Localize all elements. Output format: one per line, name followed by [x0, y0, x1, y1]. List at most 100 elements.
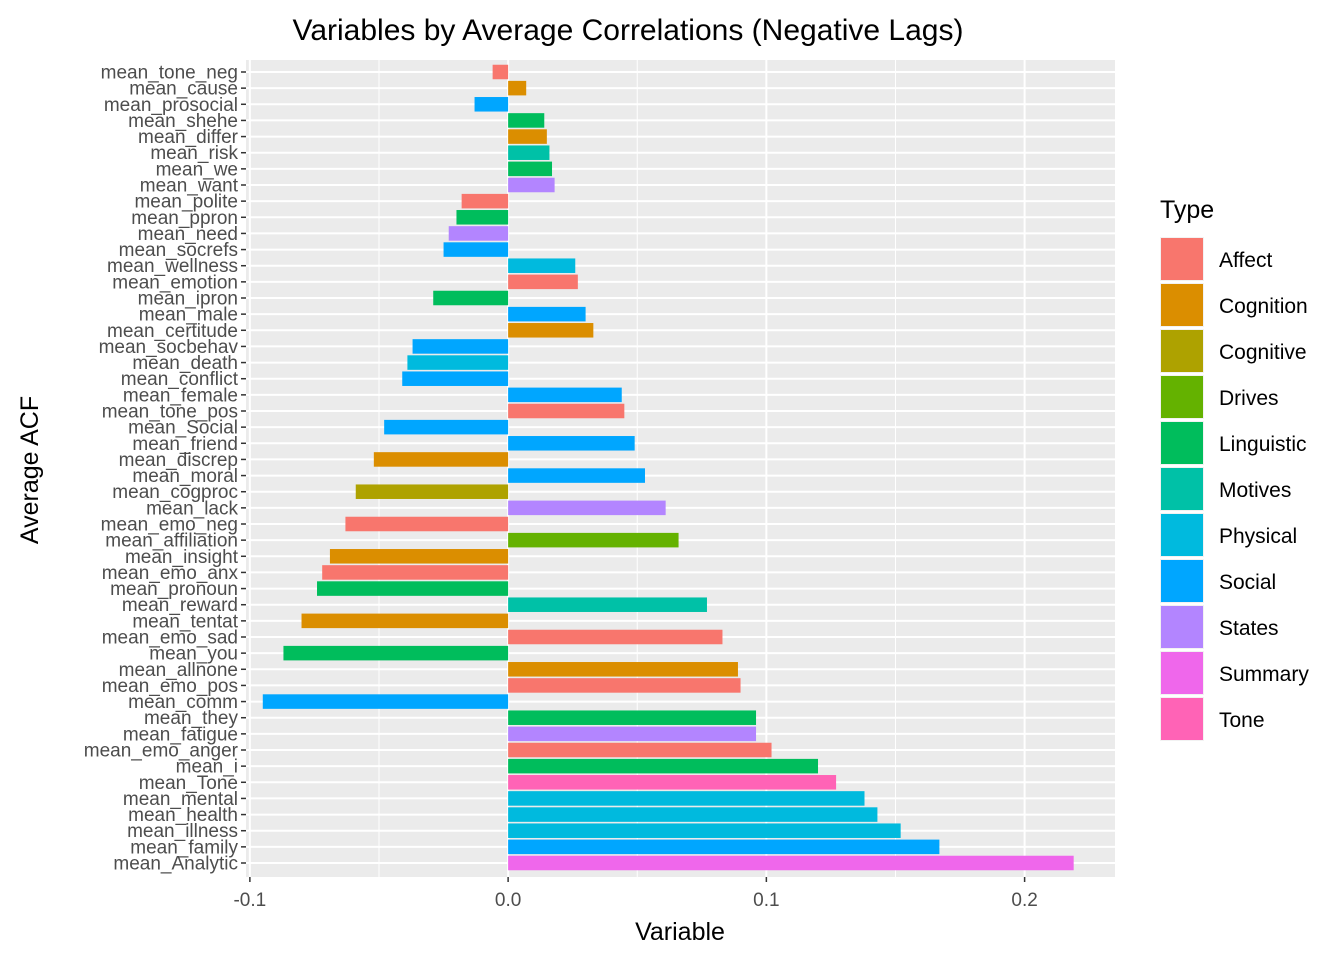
y-tick-label: mean_emotion — [112, 272, 238, 293]
bar-mean-female — [508, 387, 622, 403]
bar-mean-affiliation — [508, 532, 679, 548]
legend-items: Affect Cognition Cognitive Drives Linguistic… — [1160, 237, 1309, 741]
bar-mean-differ — [508, 129, 547, 144]
y-tick-label: mean_conflict — [121, 369, 239, 390]
legend-swatch-summary — [1161, 652, 1203, 694]
y-tick-label: mean_emo_neg — [101, 515, 238, 536]
bar-mean-they — [508, 710, 757, 725]
y-tick-label: mean_Analytic — [113, 854, 238, 875]
y-tick-label: mean_reward — [122, 595, 238, 616]
y-tick-label: mean_you — [149, 644, 238, 665]
y-tick-label: mean_Tone — [139, 773, 238, 794]
x-tick-labels: -0.1 0.0 0.1 0.2 — [233, 877, 1038, 911]
bar-mean-ppron — [456, 210, 509, 225]
bar-mean-moral — [508, 468, 645, 483]
y-tick-label: mean_want — [140, 176, 239, 197]
legend-swatch-affect — [1161, 238, 1203, 280]
y-tick-label: mean_emo_pos — [102, 676, 238, 697]
bar-mean-conflict — [402, 371, 509, 386]
legend-label-cognition: Cognition — [1219, 295, 1308, 318]
y-tick-label: mean_socbehav — [99, 337, 239, 358]
bar-mean-male — [508, 306, 586, 322]
bar-mean-tone-pos — [508, 403, 625, 419]
bar-mean-emo-anx — [322, 565, 509, 580]
y-tick-label: mean_moral — [132, 466, 238, 487]
y-tick-label: mean_certitude — [107, 321, 238, 342]
chart-title: Variables by Average Correlations (Negat… — [293, 14, 964, 47]
y-tick-label: mean_tone_pos — [102, 402, 238, 423]
legend-label-tone: Tone — [1219, 709, 1265, 732]
x-tick-label: -0.1 — [233, 890, 266, 911]
bar-mean-family — [508, 839, 940, 855]
bar-mean-you — [283, 645, 509, 661]
bar-mean-fatigue — [508, 726, 757, 742]
bar-mean-i — [508, 758, 819, 774]
y-tick-label: mean_emo_anger — [84, 741, 239, 762]
y-tick-label: mean_tone_neg — [101, 63, 238, 84]
legend-swatch-states — [1161, 606, 1203, 648]
legend-label-states: States — [1219, 617, 1279, 640]
bar-mean-ipron — [433, 290, 509, 306]
y-tick-label: mean_lack — [146, 498, 238, 519]
bar-mean-emo-pos — [508, 678, 741, 693]
legend-swatch-tone — [1161, 698, 1203, 740]
bar-mean-discrep — [373, 452, 509, 467]
x-tick-label: 0.1 — [753, 890, 779, 911]
bar-mean-socbehav — [412, 339, 509, 354]
legend-swatch-cognition — [1161, 284, 1203, 326]
bar-mean-tone — [508, 775, 837, 790]
y-tick-label: mean_illness — [127, 821, 238, 842]
bar-mean-certitude — [508, 323, 594, 338]
bar-mean-tone-neg — [492, 64, 509, 80]
legend-swatch-motives — [1161, 468, 1203, 510]
legend-label-physical: Physical — [1219, 525, 1297, 548]
y-tick-labels: mean_tone_negmean_causemean_prosocialmea… — [84, 63, 246, 875]
y-tick-label: mean_emo_sad — [102, 628, 238, 649]
y-tick-label: mean_insight — [125, 547, 239, 568]
legend-swatch-cognitive — [1161, 330, 1203, 372]
legend: Type Affect Cognition Cognitive Drives Lingu… — [1160, 196, 1309, 741]
y-tick-label: mean_differ — [138, 127, 239, 148]
y-tick-label: mean_prosocial — [104, 95, 238, 116]
y-tick-label: mean_cause — [129, 79, 238, 100]
y-tick-label: mean_family — [130, 837, 238, 858]
bar-mean-illness — [508, 823, 901, 838]
legend-label-drives: Drives — [1219, 387, 1279, 410]
legend-swatch-drives — [1161, 376, 1203, 418]
bar-mean-want — [508, 177, 555, 193]
y-tick-label: mean_ipron — [138, 289, 238, 310]
y-tick-label: mean_female — [123, 385, 238, 406]
bar-mean-prosocial — [474, 97, 509, 112]
y-tick-label: mean_tentat — [132, 611, 238, 632]
legend-swatch-physical — [1161, 514, 1203, 556]
y-tick-label: mean_i — [176, 757, 238, 778]
bar-mean-emo-anger — [508, 742, 772, 758]
bar-mean-death — [407, 355, 509, 370]
y-tick-label: mean_health — [128, 805, 238, 826]
legend-label-affect: Affect — [1219, 249, 1272, 272]
y-tick-label: mean_risk — [150, 143, 238, 164]
y-tick-label: mean_allnone — [119, 660, 238, 681]
bar-mean-mental — [508, 791, 865, 806]
bar-mean-tentat — [301, 613, 509, 629]
bar-mean-lack — [508, 500, 666, 516]
bar-mean-we — [508, 161, 553, 177]
bar-mean-analytic — [508, 855, 1074, 871]
legend-label-linguistic: Linguistic — [1219, 433, 1307, 456]
y-tick-label: mean_emo_anx — [102, 563, 239, 584]
x-tick-label: 0.2 — [1011, 890, 1037, 911]
bar-mean-emo-sad — [508, 629, 723, 645]
bar-mean-emotion — [508, 274, 578, 290]
bar-mean-friend — [508, 436, 635, 451]
bar-mean-socrefs — [443, 242, 509, 257]
bar-mean-need — [448, 226, 509, 241]
legend-label-motives: Motives — [1219, 479, 1291, 502]
bar-mean-insight — [329, 549, 509, 564]
y-tick-label: mean_friend — [132, 434, 238, 455]
bar-mean-cogproc — [355, 484, 509, 499]
y-tick-label: mean_Social — [128, 418, 238, 439]
legend-swatch-linguistic — [1161, 422, 1203, 464]
y-tick-label: mean_need — [138, 224, 238, 245]
bars — [262, 64, 1074, 871]
